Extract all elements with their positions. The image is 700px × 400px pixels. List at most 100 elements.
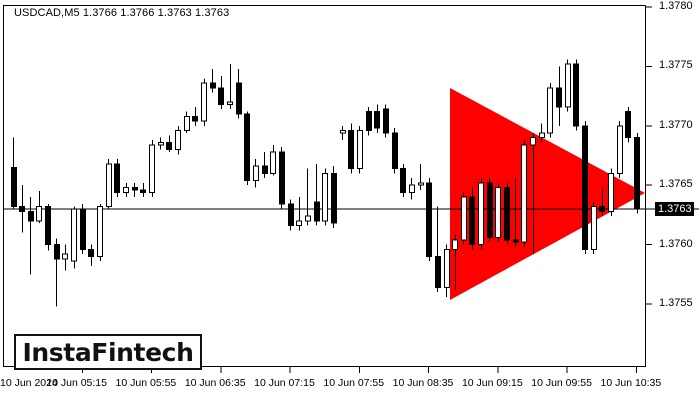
candlestick[interactable] — [530, 132, 536, 255]
candlestick[interactable] — [348, 123, 354, 174]
candle-body-bearish — [192, 115, 198, 122]
candlestick[interactable] — [340, 125, 346, 141]
candlestick[interactable] — [158, 137, 164, 150]
candlestick-series[interactable] — [11, 59, 640, 307]
candlestick[interactable] — [599, 187, 605, 217]
price-tick-label: 1.3770 — [659, 118, 693, 131]
candlestick[interactable] — [608, 168, 614, 217]
candlestick[interactable] — [591, 201, 597, 255]
time-tick-label: 10 Jun 09:55 — [531, 377, 592, 389]
candlestick[interactable] — [461, 192, 467, 245]
candlestick[interactable] — [19, 185, 25, 233]
candlestick[interactable] — [539, 123, 545, 143]
candlestick[interactable] — [573, 59, 579, 131]
candlestick[interactable] — [262, 151, 268, 179]
candlestick[interactable] — [80, 204, 86, 255]
candle-body-bullish — [591, 206, 597, 250]
candlestick[interactable] — [634, 132, 640, 214]
candlestick[interactable] — [305, 168, 311, 226]
candle-body-bearish — [582, 125, 588, 250]
candlestick[interactable] — [487, 178, 493, 243]
current-price-label: 1.3763 — [655, 201, 694, 216]
candlestick[interactable] — [435, 206, 441, 293]
candlestick[interactable] — [366, 106, 372, 136]
candlestick[interactable] — [625, 106, 631, 143]
candlestick[interactable] — [478, 178, 484, 250]
candlestick[interactable] — [392, 128, 398, 174]
candlestick[interactable] — [184, 111, 190, 133]
candlestick[interactable] — [400, 163, 406, 198]
candlestick[interactable] — [210, 68, 216, 93]
candlestick[interactable] — [582, 121, 588, 255]
candlestick[interactable] — [54, 238, 60, 307]
candle-body-bullish — [253, 165, 259, 181]
candlestick[interactable] — [374, 104, 380, 133]
candlestick[interactable] — [45, 204, 51, 251]
candlestick[interactable] — [71, 206, 77, 269]
candle-body-bearish — [487, 182, 493, 238]
candlestick[interactable] — [201, 78, 207, 126]
candlestick[interactable] — [521, 140, 527, 247]
candlestick[interactable] — [166, 135, 172, 152]
symmetrical-triangle[interactable] — [450, 88, 645, 300]
candlestick[interactable] — [288, 199, 294, 231]
candlestick[interactable] — [97, 204, 103, 262]
candlestick[interactable] — [140, 182, 146, 198]
candlestick[interactable] — [513, 178, 519, 247]
symbol-title: USDCAD,M5 1.3766 1.3766 1.3763 1.3763 — [14, 7, 230, 19]
candlestick[interactable] — [322, 168, 328, 226]
candle-body-bearish — [19, 206, 25, 212]
candlestick[interactable] — [314, 163, 320, 226]
candlestick[interactable] — [547, 83, 553, 138]
candlestick[interactable] — [11, 137, 17, 209]
candle-body-bullish — [565, 63, 571, 108]
candlestick[interactable] — [132, 182, 138, 198]
candle-body-bullish — [36, 206, 42, 222]
candle-body-bullish — [149, 144, 155, 193]
candlestick[interactable] — [106, 159, 112, 209]
candlestick[interactable] — [279, 147, 285, 209]
candle-body-bearish — [45, 206, 51, 246]
candlestick[interactable] — [296, 197, 302, 231]
candlestick[interactable] — [62, 244, 68, 271]
candlestick[interactable] — [123, 182, 129, 198]
candlestick[interactable] — [88, 244, 94, 266]
price-tick-label: 1.3765 — [659, 178, 693, 191]
candlestick[interactable] — [418, 163, 424, 190]
candlestick[interactable] — [444, 244, 450, 297]
candle-body-bearish — [114, 163, 120, 193]
candlestick[interactable] — [452, 235, 458, 290]
candlestick[interactable] — [149, 140, 155, 198]
candlestick[interactable] — [565, 59, 571, 112]
candlestick[interactable] — [495, 182, 501, 243]
candlestick[interactable] — [192, 106, 198, 126]
candlestick[interactable] — [426, 178, 432, 262]
candle-body-bullish — [539, 132, 545, 139]
triangle-pattern-shape[interactable] — [450, 88, 645, 300]
candlestick[interactable] — [28, 197, 34, 275]
candlestick[interactable] — [244, 111, 250, 186]
candlestick[interactable] — [617, 121, 623, 179]
candlestick[interactable] — [357, 125, 363, 174]
candle-body-bearish — [80, 208, 86, 250]
candlestick[interactable] — [36, 191, 42, 224]
candlestick[interactable] — [227, 64, 233, 110]
candlestick[interactable] — [469, 187, 475, 250]
candlestick[interactable] — [270, 144, 276, 176]
candlestick[interactable] — [409, 178, 415, 200]
price-tick-label: 1.3755 — [659, 297, 693, 309]
candlestick[interactable] — [331, 166, 337, 228]
candlestick[interactable] — [114, 159, 120, 198]
candlestick[interactable] — [383, 104, 389, 138]
candle-body-bullish — [97, 206, 103, 257]
candlestick[interactable] — [556, 66, 562, 126]
candlestick[interactable] — [253, 159, 259, 188]
candlestick[interactable] — [175, 125, 181, 155]
candle-body-bearish — [348, 130, 354, 170]
candlestick[interactable] — [236, 68, 242, 119]
candlestick[interactable] — [218, 75, 224, 110]
candlestick[interactable] — [504, 182, 510, 245]
candle-body-bullish — [357, 130, 363, 170]
